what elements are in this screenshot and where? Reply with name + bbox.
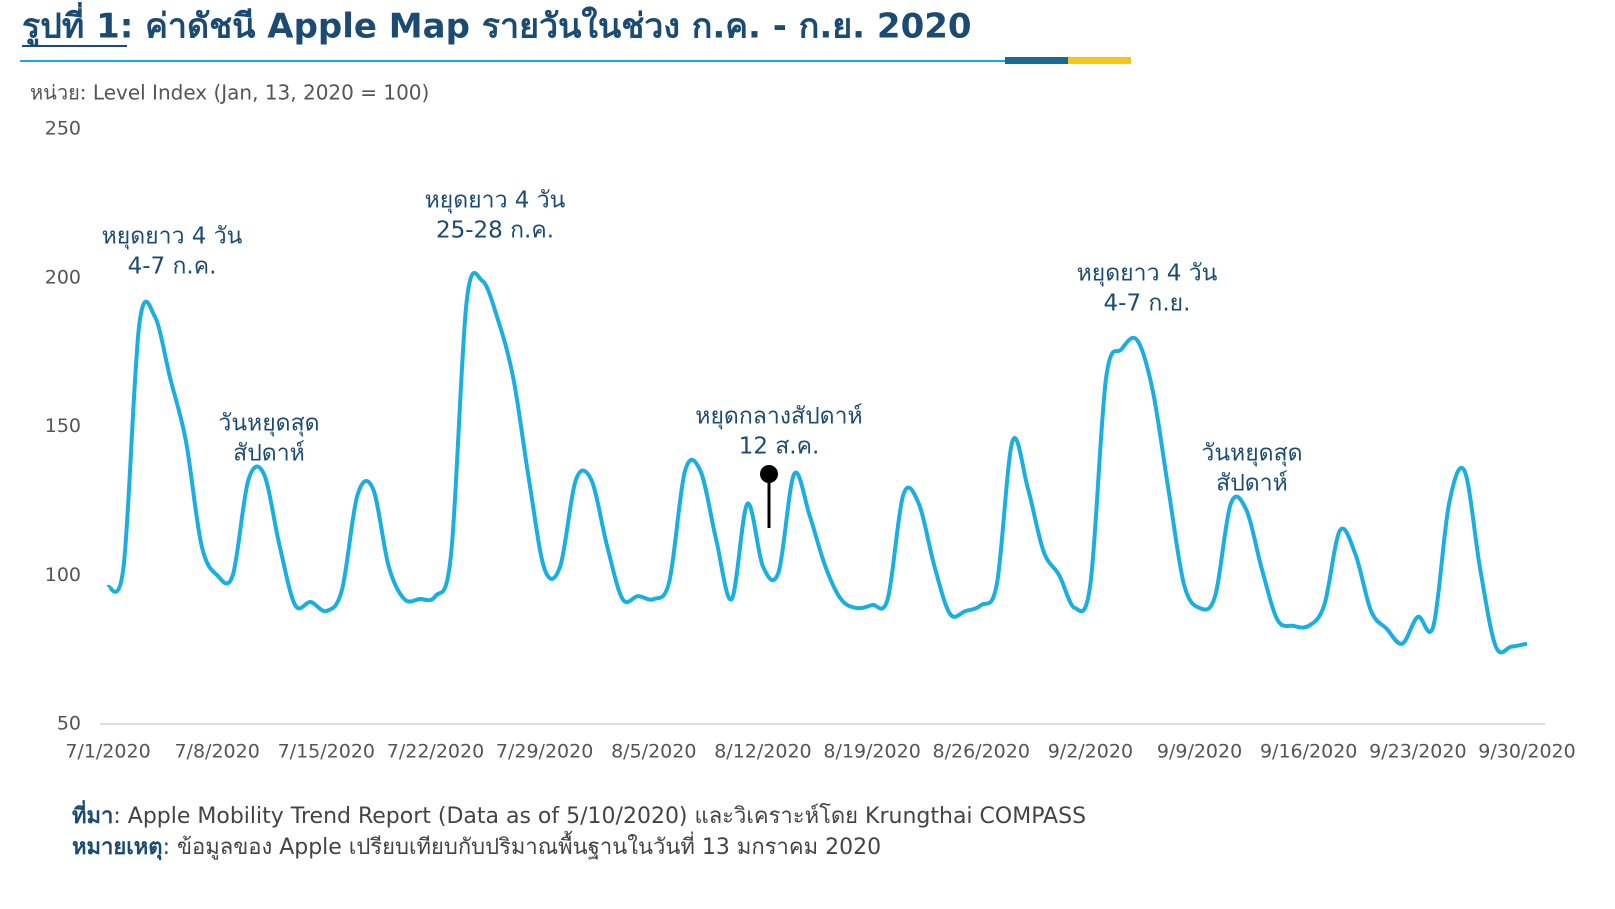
x-tick-label: 9/30/2020 [1478, 741, 1575, 763]
x-tick-label: 8/26/2020 [933, 741, 1030, 763]
y-axis-label: หน่วย: Level Index (Jan, 13, 2020 = 100) [30, 81, 429, 105]
annotation: 4-7 ก.ค. [128, 254, 217, 280]
note: หมายเหตุ: ข้อมูลของ Apple เปรียบเทียบกับ… [72, 831, 881, 861]
x-tick-label: 8/12/2020 [714, 741, 811, 763]
annotation: หยุดยาว 4 วัน [102, 224, 243, 250]
annotation: วันหยุดสุด [1201, 441, 1302, 467]
y-tick-label: 100 [45, 564, 81, 586]
y-tick-label: 200 [45, 266, 81, 288]
y-tick-label: 150 [45, 415, 81, 437]
annotation: สัปดาห์ [1216, 470, 1288, 497]
x-tick-label: 7/8/2020 [174, 741, 259, 763]
source-text: : Apple Mobility Trend Report (Data as o… [113, 803, 1086, 829]
annotation: วันหยุดสุด [218, 411, 319, 437]
x-tick-label: 7/1/2020 [65, 741, 150, 763]
annotation: 12 ส.ค. [739, 434, 820, 460]
x-tick-label: 9/16/2020 [1260, 741, 1357, 763]
note-label: หมายเหตุ [72, 835, 163, 861]
chart-title: รูปที่ 1: ค่าดัชนี Apple Map รายวันในช่ว… [22, 2, 972, 48]
rule-accent [1068, 57, 1131, 64]
line-series [106, 271, 1528, 655]
annotation: 4-7 ก.ย. [1104, 291, 1191, 317]
annotation: สัปดาห์ [233, 440, 305, 467]
annotation: หยุดยาว 4 วัน [425, 188, 566, 214]
x-tick-label: 8/19/2020 [823, 741, 920, 763]
source: ที่มา: Apple Mobility Trend Report (Data… [72, 799, 1086, 829]
annotation: หยุดยาว 4 วัน [1077, 261, 1218, 287]
x-tick-label: 9/2/2020 [1048, 741, 1133, 763]
x-tick-label: 7/29/2020 [496, 741, 593, 763]
y-tick-label: 250 [45, 118, 81, 140]
rule-accent [1005, 57, 1068, 64]
x-tick-label: 8/5/2020 [611, 741, 696, 763]
x-tick-label: 9/23/2020 [1369, 741, 1466, 763]
x-tick-label: 9/9/2020 [1157, 741, 1242, 763]
note-text: : ข้อมูลของ Apple เปรียบเทียบกับปริมาณพื… [163, 831, 882, 860]
y-tick-label: 50 [57, 713, 81, 735]
annotation: 25-28 ก.ค. [436, 218, 554, 244]
source-label: ที่มา [72, 799, 113, 829]
x-tick-label: 7/22/2020 [387, 741, 484, 763]
annotation: หยุดกลางสัปดาห์ [695, 403, 862, 430]
x-tick-label: 7/15/2020 [278, 741, 375, 763]
